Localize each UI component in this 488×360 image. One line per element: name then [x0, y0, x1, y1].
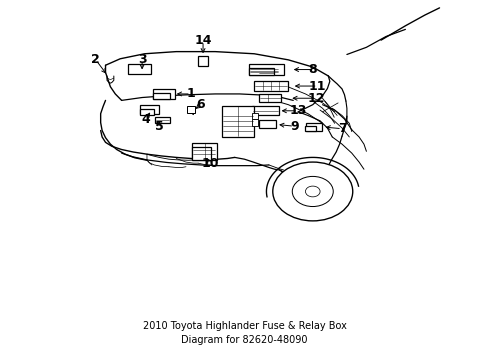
- Bar: [305, 126, 315, 131]
- Bar: [192, 147, 210, 160]
- Circle shape: [292, 176, 332, 207]
- Text: 1: 1: [186, 87, 195, 100]
- Bar: [258, 121, 276, 129]
- Bar: [248, 68, 274, 75]
- Bar: [251, 106, 278, 116]
- Bar: [140, 109, 154, 114]
- Text: 2010 Toyota Highlander Fuse & Relay Box
Diagram for 82620-48090: 2010 Toyota Highlander Fuse & Relay Box …: [142, 321, 346, 345]
- Bar: [186, 106, 194, 113]
- Text: 5: 5: [155, 120, 163, 133]
- Bar: [128, 64, 151, 74]
- Text: 7: 7: [337, 122, 346, 135]
- Bar: [153, 93, 170, 99]
- Bar: [252, 113, 258, 119]
- Bar: [248, 64, 284, 75]
- Text: 2: 2: [91, 53, 100, 66]
- Bar: [252, 119, 258, 126]
- Text: 14: 14: [194, 34, 211, 48]
- Text: 13: 13: [289, 104, 306, 117]
- Text: 10: 10: [201, 157, 219, 170]
- Text: 6: 6: [196, 98, 204, 111]
- Bar: [305, 123, 321, 131]
- Text: 9: 9: [289, 120, 298, 133]
- Text: 11: 11: [308, 80, 325, 93]
- Bar: [155, 117, 169, 123]
- Text: 3: 3: [138, 53, 146, 66]
- Bar: [198, 56, 207, 66]
- Bar: [140, 105, 158, 114]
- Circle shape: [272, 162, 352, 221]
- Circle shape: [305, 186, 320, 197]
- Bar: [254, 81, 288, 91]
- Text: 12: 12: [307, 92, 324, 105]
- Text: 4: 4: [141, 113, 150, 126]
- Bar: [222, 106, 253, 137]
- Bar: [259, 94, 281, 102]
- Bar: [191, 143, 217, 160]
- Bar: [153, 89, 175, 99]
- Text: 8: 8: [308, 63, 316, 76]
